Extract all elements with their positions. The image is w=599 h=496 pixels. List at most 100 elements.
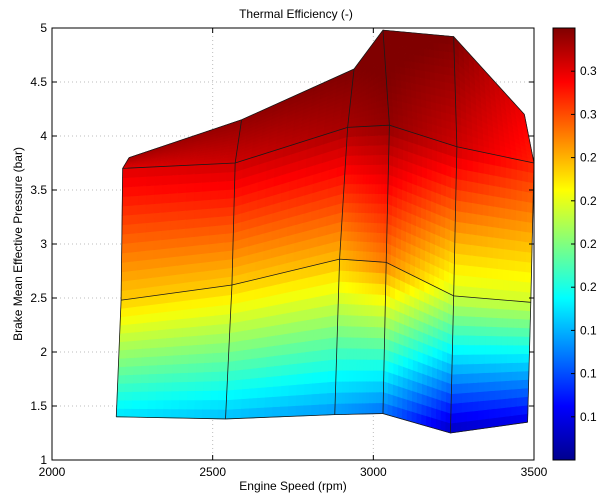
surface-cell <box>473 363 480 374</box>
surface-cell <box>359 380 364 393</box>
surface-cell <box>203 380 212 391</box>
surface-cell <box>410 82 417 92</box>
surface-cell <box>503 269 510 281</box>
surface-cell <box>523 361 530 372</box>
surface-cell <box>387 393 394 407</box>
surface-cell <box>169 228 179 240</box>
surface-cell <box>250 357 260 369</box>
surface-cell <box>133 356 143 367</box>
surface-cell <box>217 215 227 226</box>
surface-cell <box>217 198 227 209</box>
surface-cell <box>266 355 276 368</box>
surface-cell <box>407 161 414 174</box>
surface-cell <box>434 72 441 82</box>
surface-cell <box>161 229 171 241</box>
surface-cell <box>471 223 478 236</box>
surface-cell <box>295 394 305 406</box>
surface-cell <box>274 354 283 367</box>
surface-cell <box>457 334 465 346</box>
surface-cell <box>121 261 130 273</box>
surface-cell <box>445 411 452 424</box>
surface-cell <box>487 225 495 238</box>
surface-cell <box>525 281 532 293</box>
surface-cell <box>474 344 481 355</box>
surface-cell <box>147 390 157 401</box>
surface-cell <box>491 317 498 328</box>
surface-cell <box>368 282 373 295</box>
surface-cell <box>475 286 482 299</box>
surface-cell <box>202 163 212 174</box>
surface-cell <box>484 363 491 374</box>
surface-cell <box>193 226 202 237</box>
surface-cell <box>474 306 482 318</box>
surface-cell <box>322 304 331 318</box>
surface-cell <box>383 369 390 384</box>
surface-cell <box>465 243 472 256</box>
surface-cell <box>430 86 437 96</box>
surface-cell <box>488 408 496 419</box>
surface-cell <box>173 345 183 356</box>
chart-title: Thermal Efficiency (-) <box>239 7 353 21</box>
surface-cell <box>417 134 424 147</box>
surface-cell <box>517 370 524 381</box>
surface-cell <box>170 399 180 410</box>
surface-cell <box>454 231 461 244</box>
surface-cell <box>305 328 315 342</box>
surface-cell <box>362 402 367 415</box>
surface-cell <box>495 353 503 364</box>
surface-cell <box>492 257 499 270</box>
surface-cell <box>143 312 153 324</box>
surface-cell <box>371 282 376 295</box>
mesh-line-load <box>116 413 528 434</box>
surface-cell <box>306 318 315 331</box>
surface-cell <box>445 97 452 107</box>
surface-cell <box>121 205 131 216</box>
surface-cell <box>368 402 374 415</box>
surface-cell <box>439 73 446 83</box>
surface-cell <box>367 304 373 317</box>
surface-cell <box>165 337 175 348</box>
surface-cell <box>461 411 468 423</box>
surface-cell <box>479 335 487 346</box>
surface-cell <box>131 408 141 418</box>
surface-cell <box>511 388 518 399</box>
surface-cell <box>408 39 415 48</box>
surface-cell <box>184 263 194 274</box>
surface-cell <box>498 227 506 240</box>
surface-cell <box>481 256 488 268</box>
surface-cell <box>149 364 158 375</box>
surface-cell <box>489 390 496 401</box>
surface-cell <box>186 182 195 193</box>
surface-cell <box>259 336 269 349</box>
surface-cell <box>198 315 208 327</box>
surface-cell <box>367 315 372 328</box>
surface-cell <box>379 242 384 253</box>
mesh-line-speed <box>115 157 130 417</box>
surface-cell <box>476 234 483 247</box>
surface-cell <box>365 114 369 122</box>
surface-cell <box>201 408 211 419</box>
surface-cell <box>504 228 511 240</box>
surface-cell <box>474 335 481 346</box>
surface-cell <box>369 380 374 393</box>
surface-cell <box>175 291 185 302</box>
surface-cell <box>315 273 325 287</box>
surface-cell <box>435 94 442 105</box>
surface-cell <box>382 402 389 416</box>
surface-cell <box>217 224 226 235</box>
surface-cell <box>468 363 475 374</box>
surface-cell <box>482 193 490 206</box>
surface-cell <box>461 179 468 192</box>
surface-cell <box>192 253 202 264</box>
surface-cell <box>485 335 492 346</box>
surface-cell <box>517 362 524 372</box>
surface-cell <box>187 390 196 401</box>
surface-cell <box>505 156 513 169</box>
surface-cell <box>403 139 409 152</box>
surface-cell <box>224 241 234 252</box>
surface-cell <box>432 149 438 162</box>
surface-cell <box>462 382 469 394</box>
surface-cell <box>220 342 230 353</box>
surface-cell <box>141 356 151 367</box>
surface-cell <box>516 199 523 212</box>
